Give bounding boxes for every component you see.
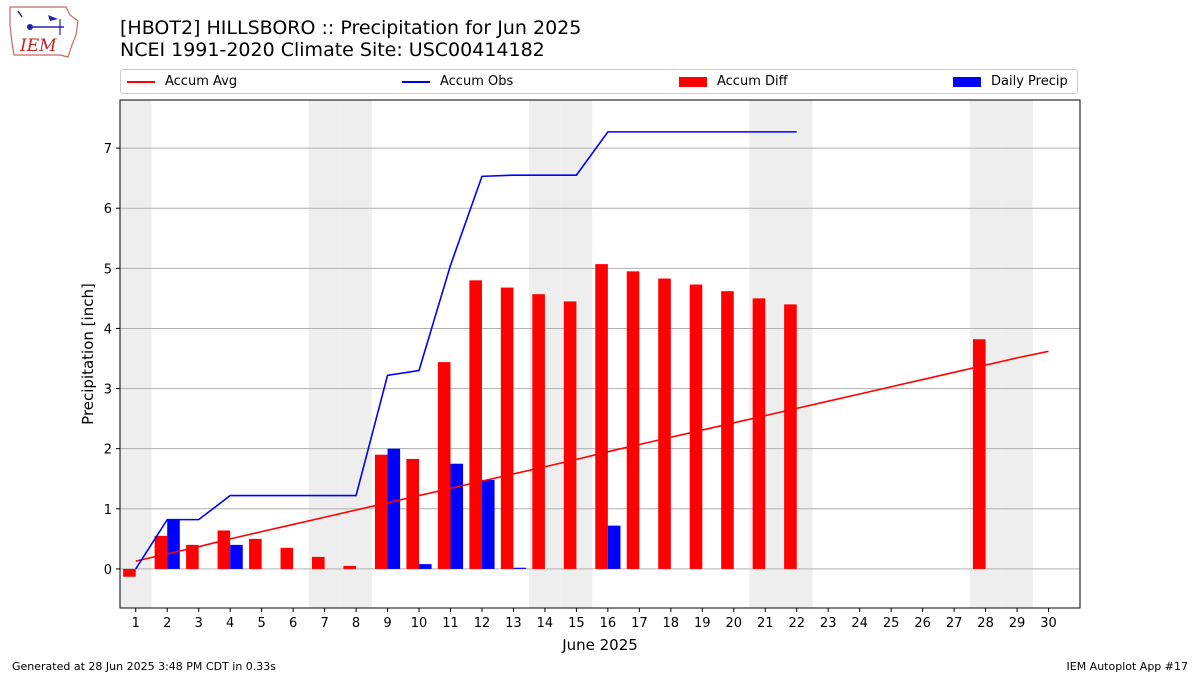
x-tick-label: 13 <box>505 616 522 631</box>
accum-diff-bar <box>437 362 451 569</box>
x-tick-label: 10 <box>411 616 428 631</box>
x-tick-label: 18 <box>663 616 680 631</box>
y-tick-label: 5 <box>104 262 112 277</box>
y-tick-label: 6 <box>104 202 112 217</box>
daily-precip-bar <box>513 567 527 569</box>
y-tick-label: 1 <box>104 503 112 518</box>
x-tick-label: 14 <box>537 616 554 631</box>
accum-diff-bar <box>123 568 136 577</box>
x-tick-label: 12 <box>474 616 491 631</box>
x-tick-label: 2 <box>163 616 171 631</box>
legend-item-accum-avg: Accum Avg <box>127 74 237 89</box>
weekend-band <box>1001 100 1033 608</box>
x-tick-label: 30 <box>1040 616 1057 631</box>
daily-precip-bar <box>167 519 180 569</box>
y-tick-label: 3 <box>104 383 112 398</box>
x-tick-label: 22 <box>788 616 805 631</box>
x-tick-label: 20 <box>725 616 742 631</box>
accum-avg-line <box>135 350 1049 562</box>
x-tick-label: 16 <box>600 616 617 631</box>
accum-diff-bar <box>343 565 357 569</box>
accum-diff-bar <box>689 284 703 569</box>
x-tick-label: 29 <box>1009 616 1026 631</box>
x-tick-label: 9 <box>383 616 391 631</box>
weekend-band <box>120 100 152 608</box>
accum-diff-bar <box>626 271 640 569</box>
x-axis-label: June 2025 <box>561 636 638 654</box>
y-tick-label: 7 <box>104 142 112 157</box>
x-tick-label: 5 <box>257 616 265 631</box>
accum-diff-bar <box>532 294 545 569</box>
legend-swatch-accum-diff <box>679 76 707 87</box>
legend-label-accum-obs: Accum Obs <box>440 74 514 89</box>
accum-diff-bar <box>972 339 986 569</box>
x-tick-label: 6 <box>289 616 297 631</box>
x-tick-label: 8 <box>352 616 360 631</box>
x-tick-label: 25 <box>883 616 900 631</box>
legend-label-accum-avg: Accum Avg <box>165 74 238 89</box>
accum-diff-bar <box>374 454 388 569</box>
x-tick-label: 23 <box>820 616 837 631</box>
weekend-band <box>308 100 341 608</box>
y-axis-label: Precipitation [inch] <box>79 283 97 425</box>
footer-generated: Generated at 28 Jun 2025 3:48 PM CDT in … <box>12 660 277 673</box>
x-tick-label: 3 <box>195 616 203 631</box>
y-tick-label: 2 <box>104 443 112 458</box>
daily-precip-bar <box>387 448 401 569</box>
accum-diff-bar <box>249 538 262 569</box>
x-tick-label: 11 <box>442 616 459 631</box>
legend-item-accum-diff: Accum Diff <box>679 74 788 89</box>
accum-diff-bar <box>563 301 577 569</box>
weekend-band <box>340 100 372 608</box>
x-tick-label: 27 <box>946 616 963 631</box>
x-tick-label: 19 <box>694 616 711 631</box>
accum-diff-bar <box>186 544 199 569</box>
footer-app: IEM Autoplot App #17 <box>1066 660 1189 673</box>
x-tick-label: 28 <box>977 616 994 631</box>
daily-precip-bar <box>481 479 495 569</box>
daily-precip-bar <box>450 463 464 569</box>
accum-obs-line <box>135 131 797 570</box>
accum-diff-bar <box>406 458 420 569</box>
legend-item-accum-obs: Accum Obs <box>402 74 513 89</box>
accum-diff-bar <box>312 556 325 569</box>
x-tick-label: 21 <box>757 616 774 631</box>
x-tick-label: 1 <box>132 616 140 631</box>
accum-diff-bar <box>500 287 514 569</box>
y-tick-label: 4 <box>104 322 112 337</box>
x-tick-label: 4 <box>226 616 234 631</box>
accum-diff-bar <box>154 535 168 569</box>
x-tick-label: 17 <box>631 616 648 631</box>
chart-title: [HBOT2] HILLSBORO :: Precipitation for J… <box>120 17 582 39</box>
svg-text:IEM: IEM <box>19 36 57 56</box>
legend-swatch-accum-avg <box>127 80 155 83</box>
legend-item-daily-precip: Daily Precip <box>953 74 1068 89</box>
accum-diff-bar <box>595 264 608 569</box>
x-tick-label: 15 <box>568 616 585 631</box>
chart-subtitle: NCEI 1991-2020 Climate Site: USC00414182 <box>120 39 545 61</box>
legend-swatch-accum-obs <box>402 80 430 83</box>
accum-diff-bar <box>658 278 671 569</box>
accum-diff-bar <box>784 304 797 569</box>
accum-diff-bar <box>469 280 482 569</box>
accum-diff-bar <box>217 530 231 569</box>
legend-label-daily-precip: Daily Precip <box>991 74 1068 89</box>
legend-label-accum-diff: Accum Diff <box>717 74 788 89</box>
legend-swatch-daily-precip <box>953 76 981 87</box>
accum-diff-bar <box>752 298 766 569</box>
plot-frame <box>119 99 1081 609</box>
iem-logo: IEM <box>8 5 80 59</box>
chart-legend: Accum Avg Accum Obs Accum Diff Daily Pre… <box>120 69 1078 94</box>
x-tick-label: 24 <box>851 616 868 631</box>
daily-precip-bar <box>230 544 243 569</box>
accum-diff-bar <box>721 291 734 569</box>
daily-precip-bar <box>419 564 432 569</box>
x-tick-label: 7 <box>320 616 328 631</box>
accum-diff-bar <box>280 547 294 569</box>
daily-precip-bar <box>607 525 621 569</box>
x-tick-label: 26 <box>914 616 931 631</box>
y-tick-label: 0 <box>104 563 112 578</box>
